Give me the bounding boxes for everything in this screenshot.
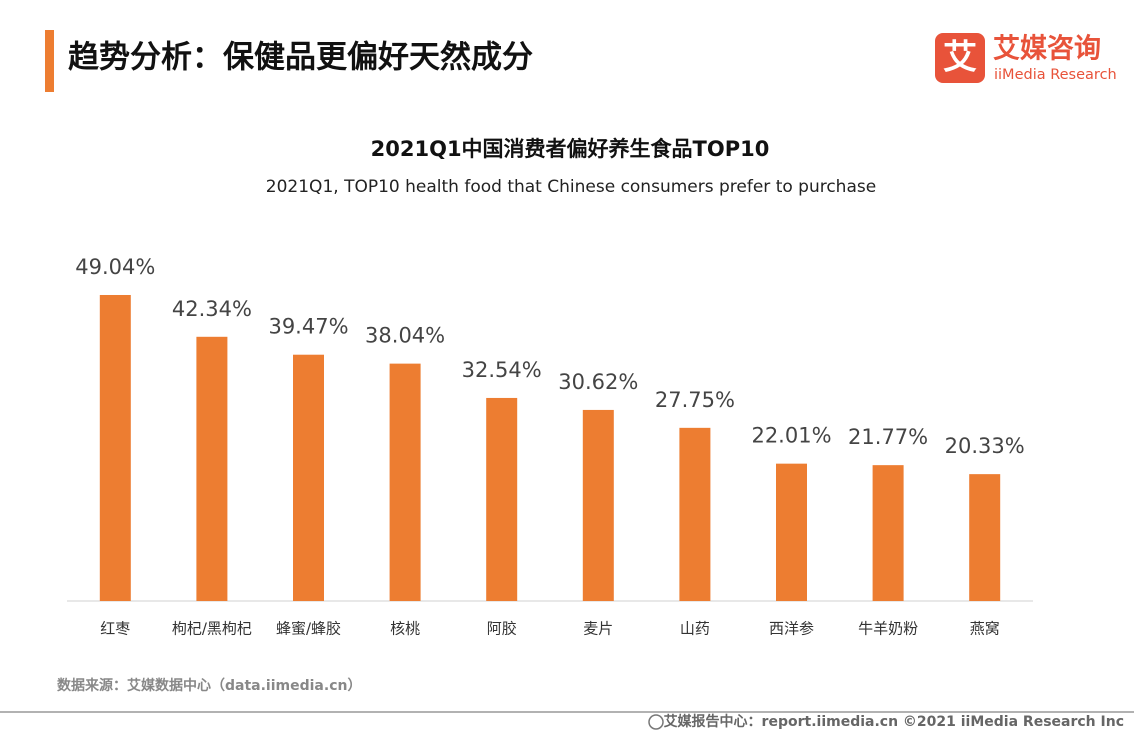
logo-name: 艾媒咨询 [993, 33, 1101, 65]
chart-title: 2021Q1中国消费者偏好养生食品TOP10 [371, 137, 770, 161]
value-label: 22.01% [751, 424, 831, 448]
bar [582, 409, 614, 601]
x-tick-label: 麦片 [583, 620, 613, 638]
value-label: 21.77% [848, 425, 928, 449]
logo-sub: iiMedia Research [994, 67, 1117, 83]
value-label: 49.04% [75, 255, 155, 279]
x-tick-label: 西洋参 [769, 620, 814, 638]
globe-icon [648, 714, 664, 730]
bar [293, 354, 324, 601]
x-tick-label: 阿胶 [487, 620, 517, 638]
chart-subtitle: 2021Q1, TOP10 health food that Chinese c… [266, 177, 876, 197]
x-tick-label: 核桃 [390, 620, 420, 638]
value-label: 38.04% [365, 324, 445, 348]
x-tick-label: 枸杞/黑枸杞 [172, 620, 252, 638]
x-tick-label: 蜂蜜/蜂胶 [276, 620, 341, 638]
x-tick-label: 燕窝 [970, 620, 1000, 638]
value-label: 20.33% [945, 434, 1025, 458]
x-tick-label: 山药 [680, 620, 710, 638]
bar [389, 363, 421, 601]
value-label: 32.54% [462, 358, 542, 382]
bar [486, 397, 518, 601]
bar [969, 474, 1001, 601]
bar [99, 294, 131, 601]
title-accent [45, 30, 54, 92]
footer: 艾媒报告中心：report.iimedia.cn ©2021 iiMedia R… [664, 713, 1124, 730]
bar [196, 336, 228, 601]
page-title: 趋势分析：保健品更偏好天然成分 [68, 40, 533, 76]
logo-mark: 艾 [943, 38, 977, 78]
x-tick-label: 红枣 [100, 620, 130, 638]
value-label: 27.75% [655, 388, 735, 412]
value-label: 30.62% [558, 370, 638, 394]
bar [679, 427, 711, 601]
x-tick-label: 牛羊奶粉 [858, 620, 918, 638]
bar [776, 463, 807, 601]
value-label: 39.47% [268, 315, 348, 339]
bar [872, 465, 904, 601]
value-label: 42.34% [172, 297, 252, 321]
source: 数据来源：艾媒数据中心（data.iimedia.cn） [57, 677, 361, 694]
logo-icon [935, 33, 985, 83]
